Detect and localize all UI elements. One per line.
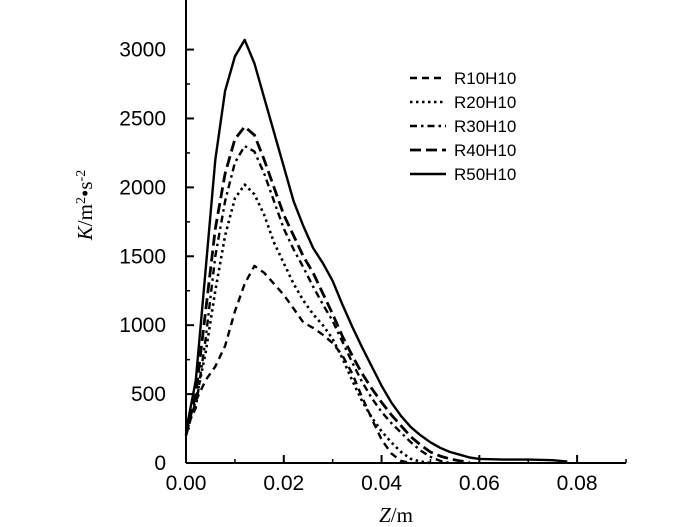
- y-tick-label: 0: [154, 452, 166, 475]
- series-line-r30h10: [184, 144, 451, 465]
- y-tick-label: 3000: [119, 39, 166, 62]
- x-tick-label: 0.06: [459, 472, 500, 495]
- legend-item: R30H10: [410, 117, 516, 136]
- x-tick-label: 0.02: [263, 472, 304, 495]
- legend: R10H10 R20H10 R30H10 R40H10 R50H10: [410, 69, 516, 184]
- y-axis-title-dot: •: [73, 190, 97, 197]
- y-axis-title-exp-a: 2: [74, 197, 89, 204]
- x-tick-label: 0.00: [166, 472, 207, 495]
- x-axis-title-unit: /m: [391, 503, 413, 527]
- y-axis-ticks: 0 500 1000 1500 2000 2500 3000: [119, 39, 194, 475]
- y-tick-label: 2000: [119, 176, 166, 199]
- legend-label: R20H10: [454, 93, 516, 112]
- series-line-r20h10: [184, 183, 431, 465]
- y-tick-label: 500: [131, 383, 166, 406]
- series-line-r40h10: [184, 125, 470, 464]
- y-axis-title: K/m2•s-2: [73, 170, 97, 241]
- legend-item: R40H10: [410, 141, 516, 160]
- y-axis-title-group: K/m2•s-2: [73, 170, 97, 241]
- legend-item: R10H10: [410, 69, 516, 88]
- y-tick-label: 1500: [119, 245, 166, 268]
- series-line-r10h10: [184, 264, 412, 465]
- y-tick-label: 1000: [119, 314, 166, 337]
- legend-label: R40H10: [454, 141, 516, 160]
- y-axis-title-unit-a: /m: [73, 204, 97, 226]
- x-axis-title-var: Z: [379, 503, 391, 527]
- legend-item: R50H10: [410, 165, 516, 184]
- y-tick-label: 2500: [119, 107, 166, 130]
- x-axis-ticks: 0.00 0.02 0.04 0.06 0.08: [166, 455, 627, 495]
- series-line-r50h10: [184, 38, 568, 463]
- legend-label: R50H10: [454, 165, 516, 184]
- legend-item: R20H10: [410, 93, 516, 112]
- y-axis-title-exp-b: -2: [74, 170, 89, 182]
- legend-label: R30H10: [454, 117, 516, 136]
- series-layer: [184, 38, 568, 465]
- y-axis-title-unit-b: s: [73, 181, 97, 189]
- y-axis-title-var: K: [73, 225, 97, 241]
- x-tick-label: 0.08: [557, 472, 598, 495]
- x-tick-label: 0.04: [361, 472, 402, 495]
- legend-label: R10H10: [454, 69, 516, 88]
- x-axis-title: Z/m: [379, 503, 413, 527]
